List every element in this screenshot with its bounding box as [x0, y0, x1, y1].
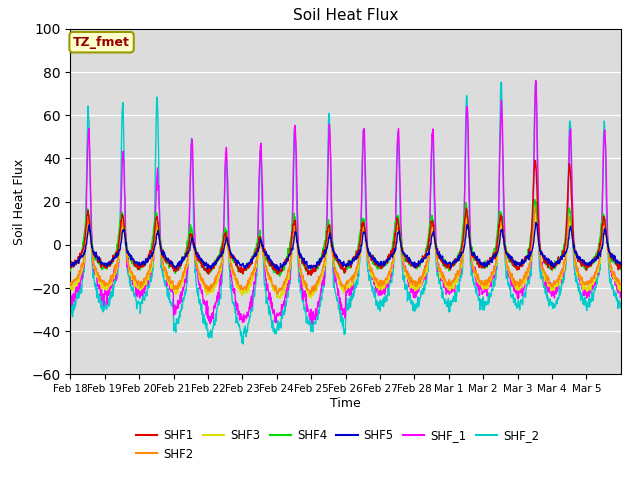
SHF_2 [557, 289, 564, 295]
SHF3 [476, 278, 483, 284]
SHF_1 [321, 261, 329, 267]
SHF_2 [67, 310, 74, 316]
SHF4 [617, 265, 625, 271]
Line: SHF_2: SHF_2 [70, 82, 621, 344]
SHF1 [152, 216, 160, 221]
Line: SHF5: SHF5 [70, 222, 621, 271]
SHF_2 [611, 288, 618, 293]
SHF1 [321, 247, 329, 252]
X-axis label: Time: Time [330, 397, 361, 410]
SHF4 [67, 268, 74, 274]
Y-axis label: Soil Heat Flux: Soil Heat Flux [13, 158, 26, 245]
SHF3 [611, 274, 618, 280]
SHF2 [321, 255, 329, 261]
SHF5 [532, 219, 540, 225]
SHF1 [531, 157, 539, 163]
SHF2 [617, 281, 625, 287]
SHF1 [476, 259, 483, 265]
SHF3 [332, 267, 339, 273]
SHF3 [557, 275, 564, 281]
SHF_1 [617, 289, 625, 295]
SHF5 [332, 252, 339, 258]
SHF2 [152, 224, 160, 230]
SHF2 [307, 291, 314, 297]
SHF5 [557, 254, 564, 260]
SHF5 [67, 260, 74, 266]
SHF3 [532, 213, 540, 218]
SHF2 [611, 271, 618, 276]
SHF2 [532, 204, 540, 210]
SHF_2 [497, 79, 505, 85]
SHF4 [611, 260, 618, 265]
SHF_1 [332, 278, 339, 284]
SHF1 [67, 265, 74, 271]
Line: SHF2: SHF2 [70, 207, 621, 294]
SHF5 [321, 249, 329, 255]
SHF3 [152, 230, 160, 236]
Line: SHF3: SHF3 [70, 216, 621, 298]
SHF4 [321, 238, 329, 243]
SHF4 [531, 197, 539, 203]
SHF4 [276, 273, 284, 279]
SHF4 [332, 257, 339, 263]
SHF5 [275, 268, 283, 274]
SHF4 [152, 211, 160, 216]
Line: SHF4: SHF4 [70, 200, 621, 276]
SHF_1 [532, 78, 540, 84]
SHF3 [67, 285, 74, 291]
Legend: SHF1, SHF2, SHF3, SHF4, SHF5, SHF_1, SHF_2: SHF1, SHF2, SHF3, SHF4, SHF5, SHF_1, SHF… [131, 424, 544, 465]
SHF_1 [476, 292, 483, 298]
SHF_2 [321, 276, 329, 281]
Line: SHF1: SHF1 [70, 160, 621, 276]
SHF_1 [152, 182, 160, 188]
SHF1 [307, 273, 315, 278]
SHF_2 [332, 289, 339, 295]
SHF3 [617, 287, 625, 293]
SHF4 [476, 260, 483, 265]
SHF_1 [207, 321, 214, 326]
Text: TZ_fmet: TZ_fmet [73, 36, 130, 48]
SHF5 [611, 255, 618, 261]
Line: SHF_1: SHF_1 [70, 81, 621, 324]
Title: Soil Heat Flux: Soil Heat Flux [293, 9, 398, 24]
SHF2 [557, 269, 564, 275]
SHF2 [67, 281, 74, 287]
SHF_2 [617, 300, 625, 306]
SHF2 [476, 280, 483, 286]
SHF2 [332, 265, 339, 271]
SHF5 [476, 256, 483, 262]
SHF1 [617, 262, 625, 267]
SHF3 [321, 259, 329, 265]
SHF4 [557, 253, 564, 259]
SHF5 [617, 260, 625, 265]
SHF1 [611, 256, 618, 262]
SHF_1 [557, 278, 564, 284]
SHF5 [152, 233, 160, 239]
SHF3 [276, 295, 284, 301]
SHF_2 [239, 341, 247, 347]
SHF1 [557, 257, 564, 263]
SHF_1 [611, 269, 618, 275]
SHF_2 [152, 107, 160, 112]
SHF1 [332, 255, 339, 261]
SHF_2 [476, 295, 483, 301]
SHF_1 [67, 299, 74, 304]
